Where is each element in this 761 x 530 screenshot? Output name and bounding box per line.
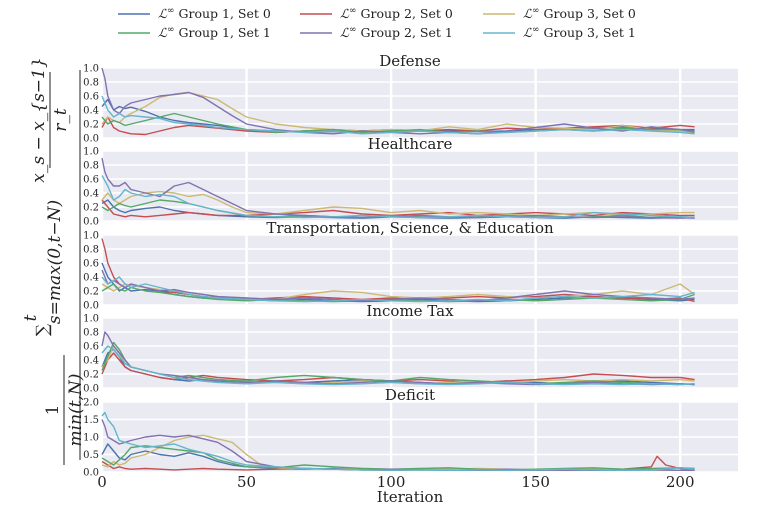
panel-title: Deficit — [385, 386, 435, 404]
panel: 0.0 0.2 0.4 0.6 0.8 1.0 Transportation, Scienc… — [83, 219, 738, 312]
series-line — [101, 95, 695, 135]
panel-title: Defense — [379, 52, 441, 70]
x-axis: 0 50 100 150 200 — [97, 473, 694, 491]
x-tick-label: 150 — [521, 473, 550, 491]
ylabel-scale-denominator: min(t,N) — [66, 374, 86, 447]
series-line — [101, 91, 695, 134]
y-tick-label: 0.2 — [83, 370, 99, 381]
panel-title: Income Tax — [366, 302, 454, 320]
x-axis-label: Iteration — [377, 488, 444, 506]
y-tick-label: 0.8 — [83, 78, 99, 89]
y-tick-label: 0.0 — [83, 301, 99, 312]
legend-entry: ℒ∞ Group 2, Set 1 — [300, 25, 453, 40]
y-tick-label: 0.5 — [83, 450, 99, 461]
y-tick-label: 0.2 — [83, 287, 99, 298]
y-tick-label: 0.0 — [83, 384, 99, 395]
y-tick-label: 1.0 — [83, 147, 99, 158]
y-tick-label: 1.0 — [83, 314, 99, 325]
series-line — [101, 331, 695, 386]
series-line — [101, 445, 695, 471]
y-tick-label: 0.6 — [83, 259, 99, 270]
y-tick-label: 0.4 — [83, 189, 99, 200]
y-tick-label: 0.8 — [83, 245, 99, 256]
legend: ℒ∞ Group 1, Set 0 ℒ∞ Group 2, Set 0 ℒ∞ Gro… — [118, 6, 636, 40]
y-tick-label: 0.0 — [83, 468, 99, 479]
y-tick-label: 0.0 — [83, 217, 99, 228]
y-tick-label: 1.5 — [83, 415, 99, 426]
series-line — [101, 352, 695, 384]
legend-entry: ℒ∞ Group 1, Set 1 — [118, 25, 271, 40]
panel-background — [102, 235, 738, 305]
panel: 0.0 0.2 0.4 0.6 0.8 1.0 Healthcare — [83, 135, 738, 228]
legend-label: ℒ∞ Group 1, Set 0 — [158, 6, 271, 21]
x-tick-label: 100 — [377, 473, 406, 491]
ylabel-sum-top: t — [21, 314, 41, 321]
panel-title: Healthcare — [368, 135, 453, 153]
x-tick-label: 200 — [666, 473, 695, 491]
y-tick-label: 0.8 — [83, 328, 99, 339]
panel-title: Transportation, Science, & Education — [266, 219, 554, 237]
series-line — [101, 411, 695, 471]
y-tick-label: 0.4 — [83, 273, 99, 284]
legend-entry: ℒ∞ Group 1, Set 0 — [118, 6, 271, 21]
y-tick-label: 0.6 — [83, 342, 99, 353]
y-tick-label: 1.0 — [83, 433, 99, 444]
legend-label: ℒ∞ Group 1, Set 1 — [158, 25, 271, 40]
y-tick-label: 0.6 — [83, 92, 99, 103]
panel: 0.0 0.2 0.4 0.6 0.8 1.0 Defense — [83, 52, 738, 145]
series-line — [101, 276, 695, 303]
legend-label: ℒ∞ Group 2, Set 0 — [340, 6, 453, 21]
panel: 0.0 0.5 1.0 1.5 2.0 Deficit — [83, 386, 738, 479]
y-tick-label: 0.4 — [83, 106, 99, 117]
series-line — [101, 269, 695, 302]
panel-background — [102, 151, 738, 221]
legend-label: ℒ∞ Group 3, Set 0 — [523, 6, 636, 21]
legend-entry: ℒ∞ Group 3, Set 0 — [483, 6, 636, 21]
legend-label: ℒ∞ Group 3, Set 1 — [523, 25, 636, 40]
ylabel-denominator: r_t — [51, 108, 71, 132]
legend-entry: ℒ∞ Group 2, Set 0 — [300, 6, 453, 21]
y-tick-label: 0.8 — [83, 161, 99, 172]
y-tick-label: 0.2 — [83, 203, 99, 214]
y-tick-label: 2.0 — [83, 398, 99, 409]
y-tick-label: 1.0 — [83, 231, 99, 242]
ylabel-sum-bottom: s=max(0,t−N) — [45, 200, 65, 324]
series-line — [101, 175, 695, 219]
ylabel-sum-symbol: ∑ — [33, 324, 53, 336]
legend-entry: ℒ∞ Group 3, Set 1 — [483, 25, 636, 40]
legend-label: ℒ∞ Group 2, Set 1 — [340, 25, 453, 40]
y-tick-label: 1.0 — [83, 64, 99, 75]
ylabel-scale-numerator: 1 — [43, 405, 63, 416]
series-line — [101, 199, 695, 218]
y-tick-label: 0.0 — [83, 134, 99, 145]
ylabel-numerator: x_s − x_{s−1} — [29, 57, 49, 182]
y-tick-label: 0.4 — [83, 356, 99, 367]
series-line — [101, 67, 695, 135]
y-tick-label: 0.2 — [83, 120, 99, 131]
panel: 0.0 0.2 0.4 0.6 0.8 1.0 Income Tax — [83, 302, 738, 395]
series-line — [101, 190, 695, 217]
y-tick-label: 0.6 — [83, 175, 99, 186]
x-tick-label: 0 — [97, 473, 107, 491]
y-axis-label: 1 min(t,N) ∑ t s=max(0,t−N) x_s − x_{s−1… — [21, 57, 86, 465]
panels: 0.0 0.2 0.4 0.6 0.8 1.0 Defense 0.0 0.2 0.4 0.6 0.8… — [83, 52, 738, 479]
x-tick-label: 50 — [237, 473, 256, 491]
series-line — [101, 345, 695, 386]
